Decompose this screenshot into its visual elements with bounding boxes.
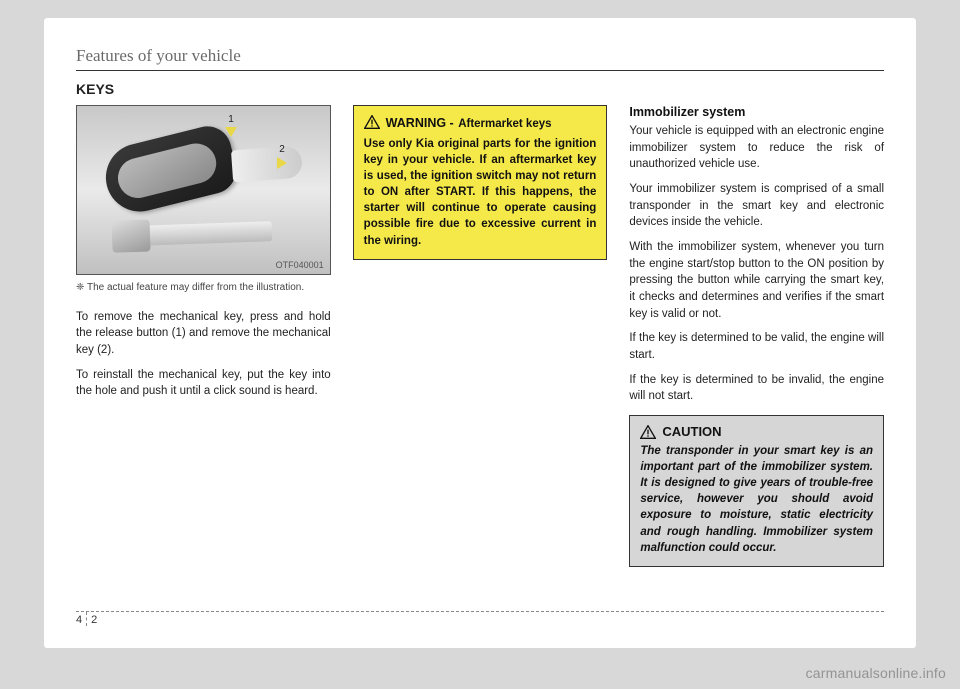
key-figure: 1 2 OTF040001: [76, 105, 331, 275]
col3-paragraph-1: Your vehicle is equipped with an electro…: [629, 123, 884, 173]
col3-paragraph-2: Your immobilizer system is comprised of …: [629, 181, 884, 231]
page-footer: 4 2: [76, 611, 884, 626]
callout-1: 1: [225, 114, 237, 137]
warning-triangle-icon: [364, 115, 380, 129]
callout-1-number: 1: [228, 114, 234, 125]
warning-title-main: WARNING -: [386, 116, 454, 130]
arrow-right-icon: [277, 157, 287, 169]
mechanical-key-slot-illustration: [231, 146, 303, 183]
caution-triangle-icon: [640, 425, 656, 439]
caution-title: CAUTION: [662, 424, 721, 439]
col3-paragraph-3: With the immobilizer system, whenever yo…: [629, 239, 884, 322]
page-numbers: 4 2: [76, 612, 884, 626]
content-columns: 1 2 OTF040001 ❈ The actual feature may d…: [76, 105, 884, 567]
warning-title-sub: Aftermarket keys: [458, 118, 551, 130]
col3-paragraph-4: If the key is determined to be valid, th…: [629, 330, 884, 363]
mechanical-key-illustration: [112, 221, 273, 247]
warning-header: WARNING - Aftermarket keys: [364, 114, 597, 132]
column-2: WARNING - Aftermarket keys Use only Kia …: [353, 105, 608, 567]
page-number-section: 4: [76, 612, 87, 626]
page-number-page: 2: [87, 612, 97, 626]
callout-2-number: 2: [279, 144, 285, 155]
arrow-down-icon: [225, 127, 237, 137]
callout-2: 2: [277, 144, 287, 169]
manual-page: Features of your vehicle KEYS 1 2 OTF040…: [44, 18, 916, 648]
caution-box: CAUTION The transponder in your smart ke…: [629, 415, 884, 567]
caution-header: CAUTION: [640, 424, 873, 439]
col1-paragraph-1: To remove the mechanical key, press and …: [76, 309, 331, 359]
page-header-title: Features of your vehicle: [76, 46, 884, 66]
warning-body: Use only Kia original parts for the igni…: [364, 136, 597, 249]
section-title: KEYS: [76, 81, 884, 97]
caution-body: The transponder in your smart key is an …: [640, 443, 873, 556]
warning-box: WARNING - Aftermarket keys Use only Kia …: [353, 105, 608, 260]
header-rule: [76, 70, 884, 71]
smart-key-fob-illustration: [99, 121, 242, 218]
col1-paragraph-2: To reinstall the mechanical key, put the…: [76, 367, 331, 400]
column-1: 1 2 OTF040001 ❈ The actual feature may d…: [76, 105, 331, 567]
figure-code: OTF040001: [276, 260, 324, 270]
col3-paragraph-5: If the key is determined to be invalid, …: [629, 372, 884, 405]
watermark: carmanualsonline.info: [806, 665, 946, 681]
warning-title-wrap: WARNING - Aftermarket keys: [386, 114, 552, 132]
column-3: Immobilizer system Your vehicle is equip…: [629, 105, 884, 567]
immobilizer-title: Immobilizer system: [629, 105, 884, 119]
figure-note: ❈ The actual feature may differ from the…: [76, 281, 331, 295]
